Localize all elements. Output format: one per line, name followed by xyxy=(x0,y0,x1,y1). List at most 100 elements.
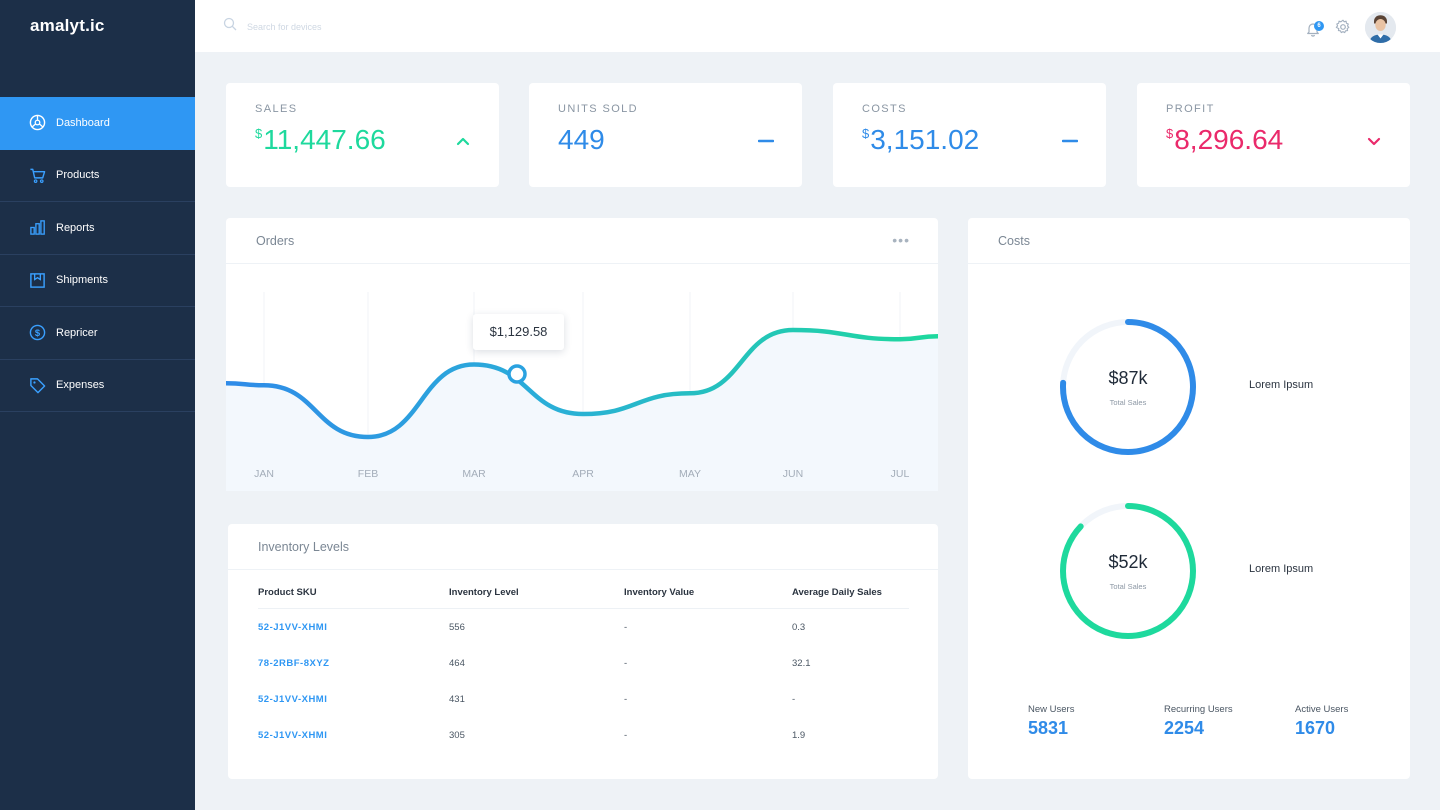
trend-up-icon xyxy=(456,137,470,146)
divider xyxy=(228,569,938,570)
gear-icon xyxy=(1335,19,1350,34)
sidebar: amalyt.ic Dashboard Products Reports Shi… xyxy=(0,0,195,810)
app-logo[interactable]: amalyt.ic xyxy=(30,16,105,35)
costs-panel: Costs $87k Total Sales Lorem Ipsum $52k … xyxy=(968,218,1410,779)
stat-value: $3,151.02 xyxy=(862,124,979,156)
sidebar-nav: Dashboard Products Reports Shipments $ R… xyxy=(0,97,195,412)
table-cell: 32.1 xyxy=(792,657,811,669)
donut-legend: Lorem Ipsum xyxy=(1249,563,1314,575)
currency-symbol: $ xyxy=(1166,126,1174,141)
sidebar-item-reports[interactable]: Reports xyxy=(0,202,195,255)
x-axis-tick-label: FEB xyxy=(358,468,378,480)
orders-panel: Orders ••• JAN FEB MAR APR MAY JUN JUL $1,129.… xyxy=(226,218,938,491)
user-stat-active: Active Users 1670 xyxy=(1295,704,1348,739)
svg-text:$: $ xyxy=(35,328,41,339)
sidebar-item-repricer[interactable]: $ Repricer xyxy=(0,307,195,360)
donut-value: $87k xyxy=(1108,368,1148,388)
user-stat-value: 5831 xyxy=(1028,718,1069,738)
settings-button[interactable] xyxy=(1335,15,1351,40)
x-axis-tick-label: MAY xyxy=(679,468,701,480)
stat-amount: 8,296.64 xyxy=(1174,124,1284,155)
user-stat-label: New Users xyxy=(1028,704,1075,715)
donut-progress-arc xyxy=(1060,503,1196,639)
stat-value: 449 xyxy=(558,124,605,156)
panel-title: Inventory Levels xyxy=(258,540,350,554)
notification-badge: 6 xyxy=(1314,20,1324,31)
avatar[interactable] xyxy=(1365,12,1396,43)
stat-value: $11,447.66 xyxy=(255,124,386,156)
more-options-button[interactable]: ••• xyxy=(892,232,910,248)
sidebar-item-products[interactable]: Products xyxy=(0,150,195,202)
donut-progress-arc xyxy=(1060,319,1196,455)
x-axis-tick-label: JUN xyxy=(783,468,803,480)
table-cell: - xyxy=(624,621,628,633)
stat-value: $8,296.64 xyxy=(1166,124,1283,156)
bar-chart-icon xyxy=(29,219,46,236)
x-axis-tick-label: JAN xyxy=(254,468,274,480)
stat-label: COSTS xyxy=(862,103,907,115)
column-header: Product SKU xyxy=(258,587,317,598)
donut-label: Total Sales xyxy=(1109,398,1147,407)
sidebar-item-label: Dashboard xyxy=(56,116,110,129)
user-stat-value: 1670 xyxy=(1295,718,1336,738)
orders-line-chart: JAN FEB MAR APR MAY JUN JUL xyxy=(226,292,938,491)
divider xyxy=(968,263,1410,264)
topbar: 6 xyxy=(195,0,1440,52)
trend-down-icon xyxy=(1367,137,1381,146)
inventory-panel: Inventory Levels Product SKU Inventory L… xyxy=(228,524,938,779)
stat-amount: 11,447.66 xyxy=(263,124,386,155)
x-axis-tick-label: JUL xyxy=(891,468,910,480)
user-stat-label: Active Users xyxy=(1295,704,1349,715)
trend-flat-icon xyxy=(1062,139,1078,143)
user-stat-value: 2254 xyxy=(1164,718,1205,738)
box-icon xyxy=(29,272,46,289)
stat-label: UNITS SOLD xyxy=(558,103,639,115)
sku-link[interactable]: 52-J1VV-XHMI xyxy=(258,729,328,741)
sidebar-item-label: Repricer xyxy=(56,326,98,339)
donut-label: Total Sales xyxy=(1109,582,1147,591)
sidebar-item-shipments[interactable]: Shipments xyxy=(0,255,195,307)
table-row: 52-J1VV-XHMI 305 - 1.9 xyxy=(258,717,909,753)
search-input[interactable] xyxy=(247,21,447,32)
tag-icon xyxy=(29,377,46,394)
column-header: Inventory Value xyxy=(624,587,695,598)
table-cell: - xyxy=(624,657,628,669)
column-header: Average Daily Sales xyxy=(792,587,882,598)
table-cell: 305 xyxy=(449,729,465,741)
donut-chart-total-sales: $87k Total Sales xyxy=(1058,317,1198,457)
table-cell: 431 xyxy=(449,693,465,705)
table-header: Product SKU Inventory Level Inventory Va… xyxy=(258,577,909,609)
x-axis-tick-label: MAR xyxy=(462,468,486,480)
chart-highlight-point[interactable] xyxy=(507,364,527,384)
notifications-button[interactable]: 6 xyxy=(1305,18,1325,38)
table-cell: - xyxy=(792,693,796,705)
inventory-table: Product SKU Inventory Level Inventory Va… xyxy=(258,577,909,753)
sidebar-item-label: Shipments xyxy=(56,274,108,287)
stat-label: PROFIT xyxy=(1166,103,1215,115)
sku-link[interactable]: 78-2RBF-8XYZ xyxy=(258,657,330,669)
table-cell: 0.3 xyxy=(792,621,806,633)
donut-chart-total-sales-2: $52k Total Sales xyxy=(1058,501,1198,641)
trend-flat-icon xyxy=(758,139,774,143)
table-row: 52-J1VV-XHMI 556 - 0.3 xyxy=(258,609,909,645)
divider xyxy=(226,263,938,264)
donut-legend: Lorem Ipsum xyxy=(1249,379,1314,391)
table-row: 78-2RBF-8XYZ 464 - 32.1 xyxy=(258,645,909,681)
search-icon[interactable] xyxy=(223,17,237,36)
table-cell: 1.9 xyxy=(792,729,806,741)
stat-card-costs: COSTS $3,151.02 xyxy=(833,83,1106,187)
donut-value: $52k xyxy=(1108,552,1148,572)
chart-tooltip: $1,129.58 xyxy=(473,314,564,350)
currency-symbol: $ xyxy=(862,126,870,141)
sidebar-item-dashboard[interactable]: Dashboard xyxy=(0,97,195,150)
panel-title: Costs xyxy=(998,234,1030,248)
sku-link[interactable]: 52-J1VV-XHMI xyxy=(258,693,328,705)
dollar-icon: $ xyxy=(29,324,46,341)
panel-title: Orders xyxy=(256,234,295,248)
cart-icon xyxy=(29,167,46,184)
table-cell: 556 xyxy=(449,621,465,633)
sidebar-item-expenses[interactable]: Expenses xyxy=(0,360,195,412)
sku-link[interactable]: 52-J1VV-XHMI xyxy=(258,621,328,633)
column-header: Inventory Level xyxy=(449,587,519,598)
stat-card-profit: PROFIT $8,296.64 xyxy=(1137,83,1410,187)
